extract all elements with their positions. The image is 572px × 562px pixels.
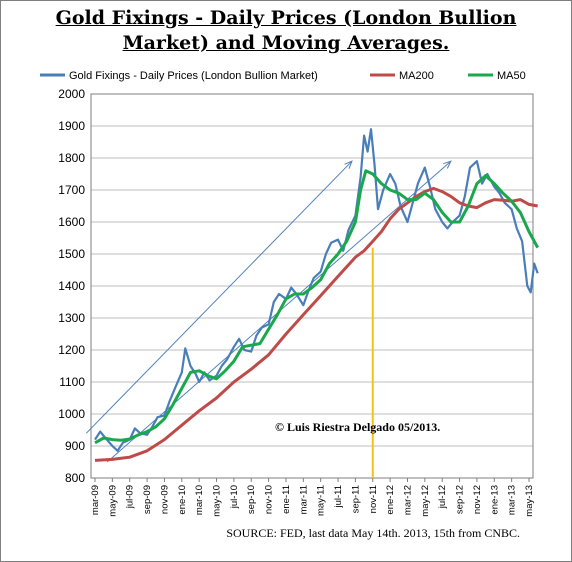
chart-title-line2: Market) and Moving Averages. bbox=[122, 32, 450, 54]
y-tick-label: 2000 bbox=[58, 87, 85, 101]
x-tick-label: jul-10 bbox=[229, 485, 240, 509]
x-tick-label: may-11 bbox=[316, 485, 327, 516]
y-tick-label: 1800 bbox=[58, 151, 85, 165]
x-tick-label: nov-09 bbox=[159, 485, 170, 514]
y-tick-label: 1500 bbox=[58, 247, 85, 261]
series-lines bbox=[94, 128, 540, 462]
y-axis-ticks: 800 900 1000 1100 1200 1300 1400 1500 1600 1700 18… bbox=[58, 87, 85, 485]
y-tick-label: 1600 bbox=[58, 215, 85, 229]
copyright-annotation: © Luis Riestra Delgado 05/2013. bbox=[275, 420, 440, 434]
x-tick-label: jul-12 bbox=[437, 485, 448, 509]
x-tick-label: sep-11 bbox=[350, 485, 361, 513]
y-tick-label: 1900 bbox=[58, 119, 85, 133]
y-tick-label: 1100 bbox=[59, 375, 85, 389]
x-tick-label: ene-11 bbox=[281, 485, 292, 514]
legend-label-3: MA50 bbox=[497, 70, 526, 82]
x-tick-label: may-10 bbox=[212, 485, 223, 517]
y-tick-label: 1400 bbox=[58, 279, 85, 293]
y-tick-label: 1300 bbox=[58, 311, 85, 325]
y-tick-label: 1700 bbox=[58, 183, 85, 197]
x-tick-label: sep-09 bbox=[142, 485, 153, 514]
y-tick-label: 900 bbox=[65, 439, 85, 453]
x-tick-label: nov-11 bbox=[368, 485, 379, 513]
y-tick-label: 800 bbox=[65, 471, 85, 485]
x-tick-label: ene-10 bbox=[177, 485, 188, 515]
trend-arrowhead-1 bbox=[443, 160, 452, 169]
x-tick-label: mar-13 bbox=[507, 485, 518, 515]
y-tick-label: 1200 bbox=[58, 343, 85, 357]
y-tick-label: 1000 bbox=[58, 407, 85, 421]
legend-label-1: Gold Fixings - Daily Prices (London Bull… bbox=[69, 70, 318, 82]
x-tick-label: may-13 bbox=[524, 485, 535, 517]
x-tick-label: mar-09 bbox=[90, 485, 101, 515]
x-tick-label: nov-10 bbox=[264, 485, 275, 514]
x-tick-label: mar-11 bbox=[298, 485, 309, 514]
plot-area bbox=[90, 93, 534, 479]
x-tick-label: nov-12 bbox=[472, 485, 483, 514]
chart-title-line1: Gold Fixings - Daily Prices (London Bull… bbox=[55, 7, 517, 29]
x-tick-label: sep-10 bbox=[246, 485, 257, 514]
legend-label-2: MA200 bbox=[399, 70, 434, 82]
price-series-line bbox=[94, 128, 539, 452]
ma200-series-line bbox=[94, 186, 538, 462]
trend-lines bbox=[85, 160, 452, 463]
x-tick-label: sep-12 bbox=[455, 485, 466, 514]
x-tick-label: mar-12 bbox=[402, 485, 413, 515]
x-tick-label: may-09 bbox=[107, 485, 118, 517]
legend: Gold Fixings - Daily Prices (London Bull… bbox=[40, 70, 526, 82]
x-tick-label: ene-12 bbox=[385, 485, 396, 515]
trend-line-2 bbox=[85, 160, 353, 434]
x-axis-ticks: mar-09 may-09 jul-09 sep-09 nov-09 ene-10 mar-… bbox=[90, 478, 535, 517]
chart-title: Gold Fixings - Daily Prices (London Bull… bbox=[0, 6, 572, 56]
ma50-series-line bbox=[94, 169, 540, 445]
gridlines bbox=[91, 125, 533, 447]
x-tick-label: ene-13 bbox=[489, 485, 500, 515]
x-tick-label: jul-09 bbox=[125, 485, 136, 509]
x-tick-label: mar-10 bbox=[194, 485, 205, 515]
x-tick-label: may-12 bbox=[420, 485, 431, 517]
source-note: SOURCE: FED, last data May 14th. 2013, 1… bbox=[226, 526, 520, 540]
trend-arrowhead-2 bbox=[344, 160, 353, 169]
x-tick-label: jul-11 bbox=[333, 485, 344, 509]
